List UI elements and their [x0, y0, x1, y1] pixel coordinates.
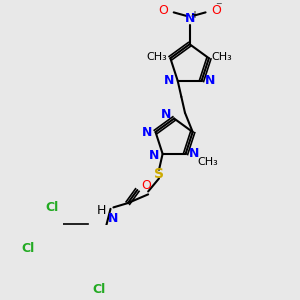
Text: +: + [190, 10, 198, 20]
Text: N: N [205, 74, 215, 87]
Text: N: N [164, 74, 174, 87]
Text: S: S [154, 167, 164, 181]
Text: Cl: Cl [92, 283, 105, 296]
Text: N: N [149, 149, 160, 162]
Text: N: N [142, 125, 153, 139]
Text: O: O [211, 4, 221, 17]
Text: O: O [158, 4, 168, 17]
Text: ⁻: ⁻ [215, 0, 222, 13]
Text: N: N [161, 108, 171, 122]
Text: Cl: Cl [45, 201, 58, 214]
Text: H: H [97, 204, 106, 217]
Text: CH₃: CH₃ [212, 52, 232, 62]
Text: N: N [184, 12, 195, 26]
Text: CH₃: CH₃ [197, 157, 218, 167]
Text: N: N [108, 212, 118, 225]
Text: O: O [142, 179, 152, 192]
Text: Cl: Cl [21, 242, 34, 255]
Text: N: N [188, 147, 199, 161]
Text: CH₃: CH₃ [147, 52, 167, 62]
